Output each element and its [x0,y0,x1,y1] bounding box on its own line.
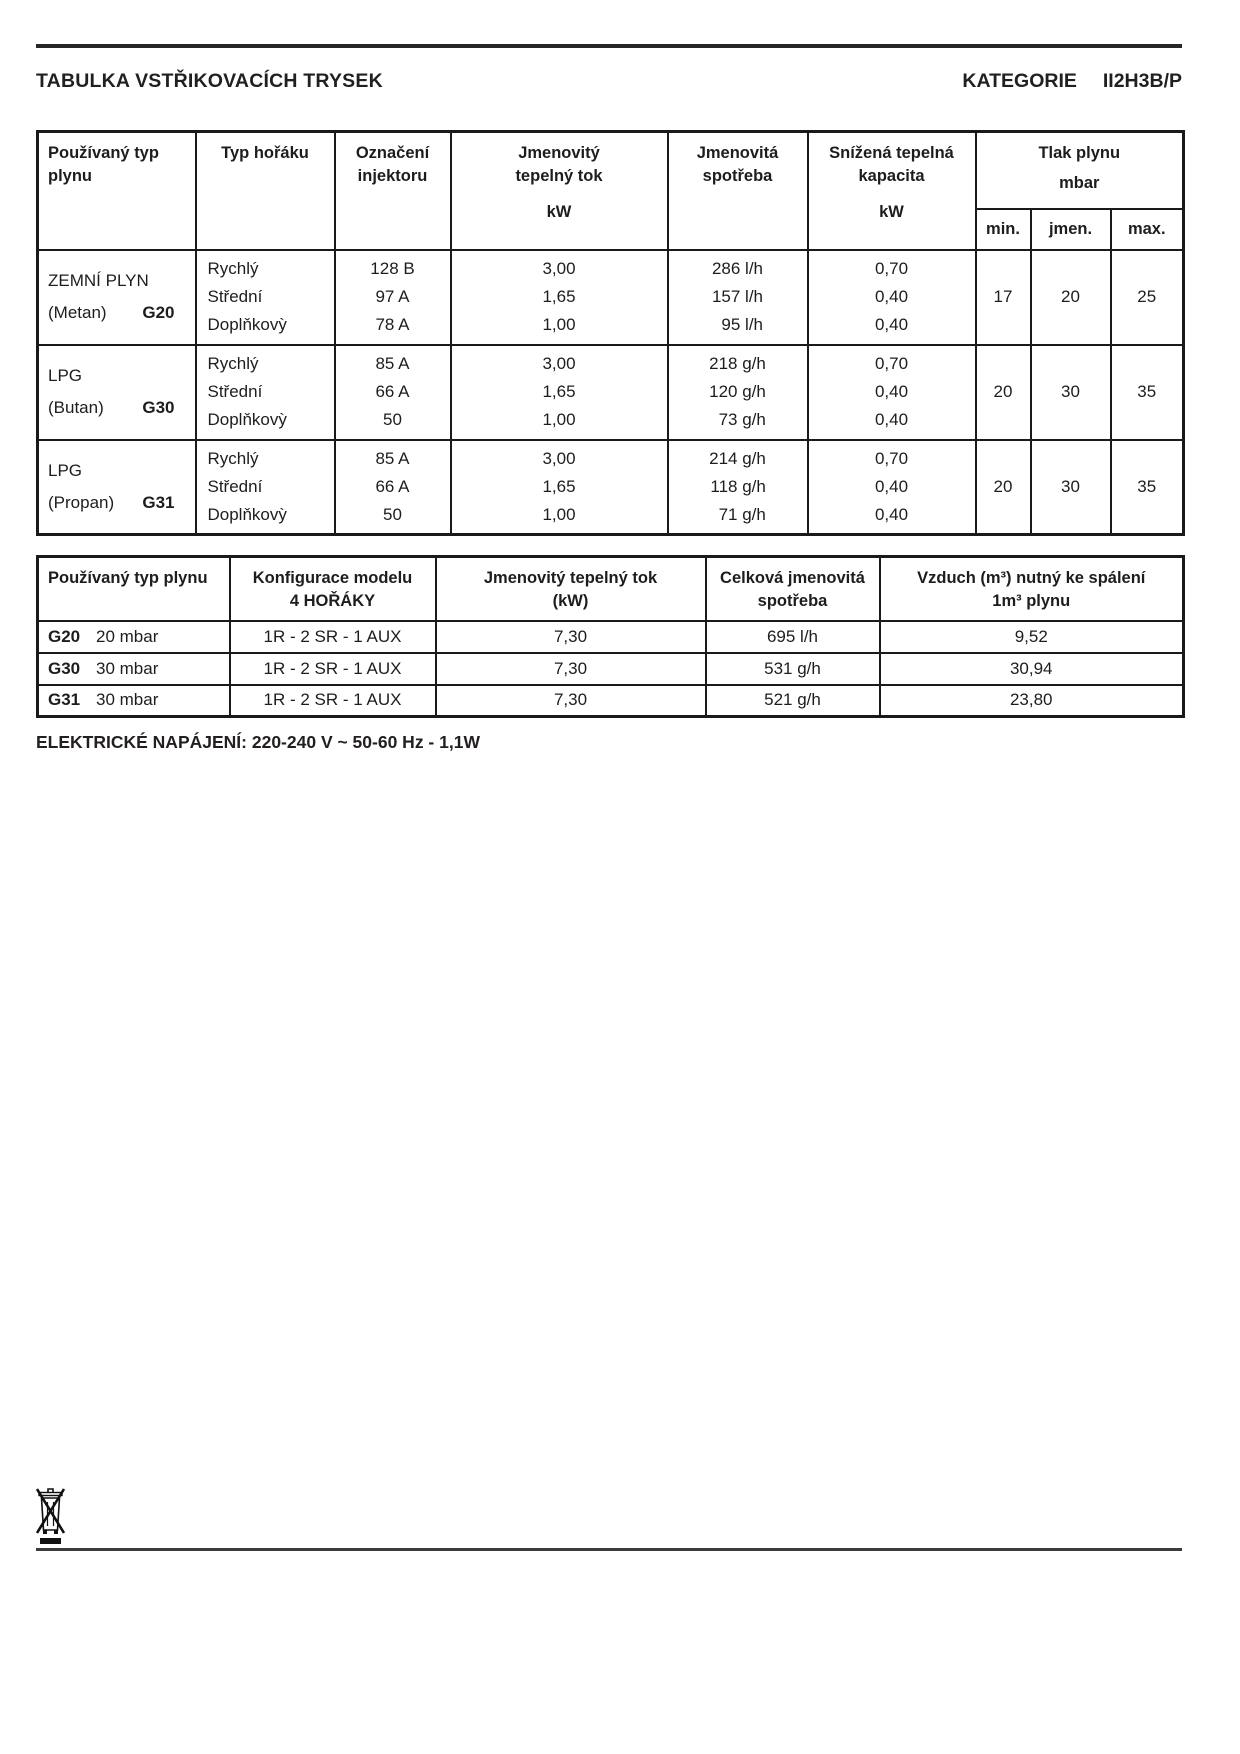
page-title: TABULKA VSTŘIKOVACÍCH TRYSEK [36,70,383,92]
header-heat-flow: Jmenovitý tepelný tok (kW) [434,555,707,622]
burner-types-cell: Rychlý Střední Doplňkovỳ [194,248,336,346]
header-air-required: Vzduch (m³) nutný ke spálení 1m³ plynu [878,555,1185,622]
top-rule [36,44,1182,48]
gas-code: G31 [48,690,81,710]
reduced-capacity-cell: 0,70 0,40 0,40 [806,248,977,346]
category-value: II2H3B/P [1102,70,1182,92]
header-total-consumption: Celková jmenovitá spotřeba [704,555,881,622]
gas-code-cell: G30 30 mbar [36,651,231,686]
model-row-g30: G30 30 mbar 1R - 2 SR - 1 AUX 7,30 531 g/… [36,651,1185,686]
pressure-max-cell: 35 [1109,438,1185,536]
header-gas-pressure: Tlak plynu mbar [974,130,1185,210]
consumption-cell: 218 g/h 120 g/h 73 g/h [666,343,809,441]
electric-power-note: ELEKTRICKÉ NAPÁJENÍ: 220-240 V ~ 50-60 H… [36,732,480,752]
pressure-min-cell: 20 [974,343,1032,441]
consumption-cell: 531 g/h [704,651,881,686]
model-row-g31: G31 30 mbar 1R - 2 SR - 1 AUX 7,30 521 g/… [36,683,1185,718]
gas-name-cell: ZEMNÍ PLYN (Metan) G20 [36,248,197,346]
heat-flow-unit: kW [546,203,572,221]
reduced-capacity-unit: kW [879,203,904,221]
pressure-max-cell: 25 [1109,248,1185,346]
model-row-g20: G20 20 mbar 1R - 2 SR - 1 AUX 7,30 695 l/… [36,619,1185,654]
pressure-max-cell: 35 [1109,343,1185,441]
gas-name-cell: LPG (Propan) G31 [36,438,197,536]
consumption-cell: 286 l/h 157 l/h 95 l/h [666,248,809,346]
gas-code: G30 [142,398,175,417]
config-cell: 1R - 2 SR - 1 AUX [228,619,437,654]
gas-code-cell: G31 30 mbar [36,683,231,718]
gas-name-cell: LPG (Butan) G30 [36,343,197,441]
burner-types-cell: Rychlý Střední Doplňkovỳ [194,438,336,536]
config-cell: 1R - 2 SR - 1 AUX [228,683,437,718]
gas-code: G20 [142,303,175,322]
headline: TABULKA VSTŘIKOVACÍCH TRYSEK KATEGORIE II… [36,70,1182,93]
reduced-capacity-cell: 0,70 0,40 0,40 [806,343,977,441]
header-model-config: Konfigurace modelu 4 HOŘÁKY [228,555,437,622]
heat-flow-cell: 3,00 1,65 1,00 [449,343,669,441]
gas-group-row-g30: LPG (Butan) G30 Rychlý Střední Doplňkovỳ… [36,343,1185,441]
bottom-rule [36,1548,1182,1551]
header-pressure-nominal: jmen. [1029,207,1112,251]
category-label: KATEGORIE [962,70,1077,92]
header-heat-flow: Jmenovitý tepelný tok kW [449,130,669,251]
pressure-min-cell: 20 [974,438,1032,536]
pressure-nominal-cell: 30 [1029,438,1112,536]
header-consumption: Jmenovitá spotřeba [666,130,809,251]
heat-flow-cell: 7,30 [434,619,707,654]
header-burner-type: Typ hořáku [194,130,336,251]
category-heading: KATEGORIE II2H3B/P [962,70,1182,93]
gas-group-row-g31: LPG (Propan) G31 Rychlý Střední Doplňkov… [36,438,1185,536]
gas-pressure: 30 mbar [96,658,159,678]
gas-group-row-g20: ZEMNÍ PLYN (Metan) G20 Rychlý Střední Do… [36,248,1185,346]
heat-flow-cell: 7,30 [434,683,707,718]
gas-code: G30 [48,658,81,678]
header-pressure-min: min. [974,207,1032,251]
air-cell: 30,94 [878,651,1185,686]
header-injector-code: Označení injektoru [333,130,452,251]
gas-pressure-unit: mbar [1059,174,1100,192]
header-pressure-max: max. [1109,207,1185,251]
consumption-cell: 521 g/h [704,683,881,718]
gas-pressure: 20 mbar [96,626,159,646]
injector-codes-cell: 128 B 97 A 78 A [333,248,452,346]
heat-flow-cell: 7,30 [434,651,707,686]
header-reduced-capacity: Snížená tepelná kapacita kW [806,130,977,251]
pressure-nominal-cell: 20 [1029,248,1112,346]
weee-crossed-out-bin-icon [35,1486,66,1553]
consumption-cell: 214 g/h 118 g/h 71 g/h [666,438,809,536]
consumption-cell: 695 l/h [704,619,881,654]
gas-code-cell: G20 20 mbar [36,619,231,654]
heat-flow-cell: 3,00 1,65 1,00 [449,248,669,346]
air-cell: 9,52 [878,619,1185,654]
reduced-capacity-cell: 0,70 0,40 0,40 [806,438,977,536]
header-gas-type: Používaný typ plynu [36,555,231,622]
burner-types-cell: Rychlý Střední Doplňkovỳ [194,343,336,441]
config-cell: 1R - 2 SR - 1 AUX [228,651,437,686]
gas-code: G31 [142,492,175,512]
gas-pressure: 30 mbar [96,690,159,710]
pressure-min-cell: 17 [974,248,1032,346]
model-configuration-table: Používaný typ plynu Konfigurace modelu 4… [36,555,1185,718]
injector-codes-cell: 85 A 66 A 50 [333,438,452,536]
gas-code: G20 [48,626,81,646]
injector-table: Používaný typ plynu Typ hořáku Označení … [36,130,1186,536]
injector-codes-cell: 85 A 66 A 50 [333,343,452,441]
header-gas-type: Používaný typ plynu [36,130,197,251]
pressure-nominal-cell: 30 [1029,343,1112,441]
air-cell: 23,80 [878,683,1185,718]
heat-flow-cell: 3,00 1,65 1,00 [449,438,669,536]
